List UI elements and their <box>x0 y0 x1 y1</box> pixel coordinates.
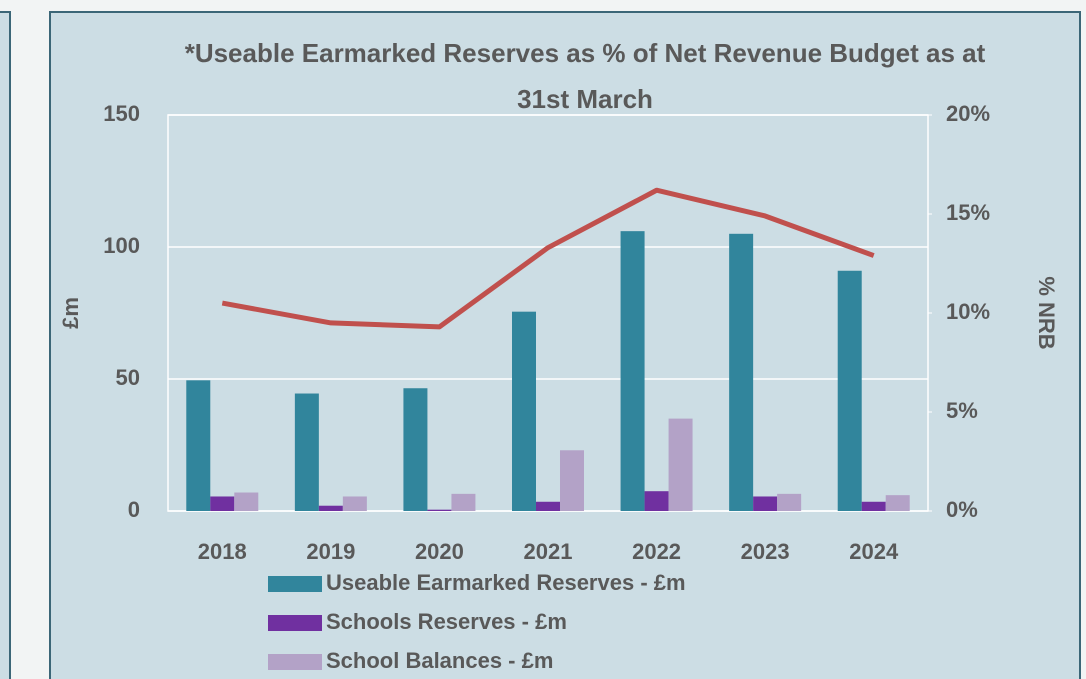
bar <box>777 493 802 511</box>
legend-swatch <box>268 654 322 670</box>
bar <box>427 509 452 511</box>
legend-swatch <box>268 576 322 592</box>
bar <box>512 311 536 511</box>
bar <box>668 418 693 511</box>
bar <box>885 495 910 511</box>
y-tick-label: 150 <box>103 101 140 126</box>
bar <box>560 450 584 511</box>
bar <box>318 505 343 511</box>
bar <box>729 233 754 512</box>
bar <box>342 496 367 511</box>
chart-panel <box>49 11 1081 679</box>
x-tick-label: 2018 <box>198 539 247 564</box>
y2-tick-label: 15% <box>946 200 990 225</box>
bar <box>210 496 235 511</box>
bar <box>753 496 778 511</box>
bar <box>294 393 319 511</box>
y2-tick-label: 20% <box>946 101 990 126</box>
bar <box>861 501 886 511</box>
y-axis-label: £m <box>58 297 83 329</box>
bar <box>536 501 560 511</box>
side-panel <box>0 11 11 679</box>
y-tick-label: 50 <box>116 365 140 390</box>
bar <box>620 231 645 511</box>
legend-swatch <box>268 615 322 631</box>
y2-axis-label: % NRB <box>1034 276 1059 349</box>
y-tick-label: 0 <box>128 497 140 522</box>
bar <box>234 492 259 511</box>
y2-tick-label: 10% <box>946 299 990 324</box>
x-tick-label: 2020 <box>415 539 464 564</box>
bar <box>451 493 476 511</box>
y2-tick-label: 5% <box>946 398 978 423</box>
bar <box>186 380 211 511</box>
x-tick-label: 2022 <box>632 539 681 564</box>
legend-label: Useable Earmarked Reserves - £m <box>326 570 686 595</box>
chart-title: *Useable Earmarked Reserves as % of Net … <box>184 38 986 114</box>
x-tick-label: 2024 <box>849 539 899 564</box>
legend-label: School Balances - £m <box>326 648 553 673</box>
bar <box>644 491 669 511</box>
line-series <box>221 187 875 330</box>
legend-label: Schools Reserves - £m <box>326 609 567 634</box>
x-tick-label: 2019 <box>306 539 355 564</box>
x-tick-label: 2023 <box>741 539 790 564</box>
y2-tick-label: 0% <box>946 497 978 522</box>
y-tick-label: 100 <box>103 233 140 258</box>
bar <box>837 270 862 511</box>
x-tick-label: 2021 <box>524 539 573 564</box>
bar <box>403 388 428 511</box>
